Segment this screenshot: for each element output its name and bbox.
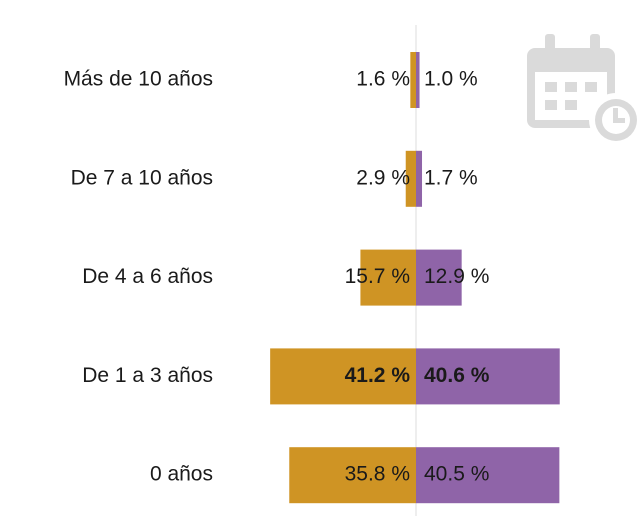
value-label: 40.5 % <box>424 463 489 486</box>
value-label: 12.9 % <box>424 265 489 288</box>
value-label: 41.2 % <box>345 364 411 387</box>
bar <box>416 348 560 405</box>
bar <box>405 150 416 207</box>
bar <box>270 348 416 405</box>
value-label: 15.7 % <box>345 265 410 288</box>
bar <box>416 52 420 108</box>
calendar-icon <box>527 34 639 147</box>
value-label: 1.6 % <box>356 68 410 91</box>
bar <box>289 447 416 504</box>
category-label: De 7 a 10 años <box>71 166 213 189</box>
bar <box>416 150 423 207</box>
category-label: Más de 10 años <box>64 68 213 91</box>
bar <box>416 249 462 306</box>
value-label: 1.0 % <box>424 68 478 91</box>
value-label: 2.9 % <box>356 166 410 189</box>
bar <box>416 447 560 504</box>
category-label: 0 años <box>150 463 213 486</box>
category-label: De 1 a 3 años <box>82 364 213 387</box>
value-label: 1.7 % <box>424 166 478 189</box>
category-label: De 4 a 6 años <box>82 265 213 288</box>
bar <box>360 249 416 306</box>
value-label: 40.6 % <box>424 364 490 387</box>
bar <box>410 52 416 108</box>
value-label: 35.8 % <box>345 463 410 486</box>
